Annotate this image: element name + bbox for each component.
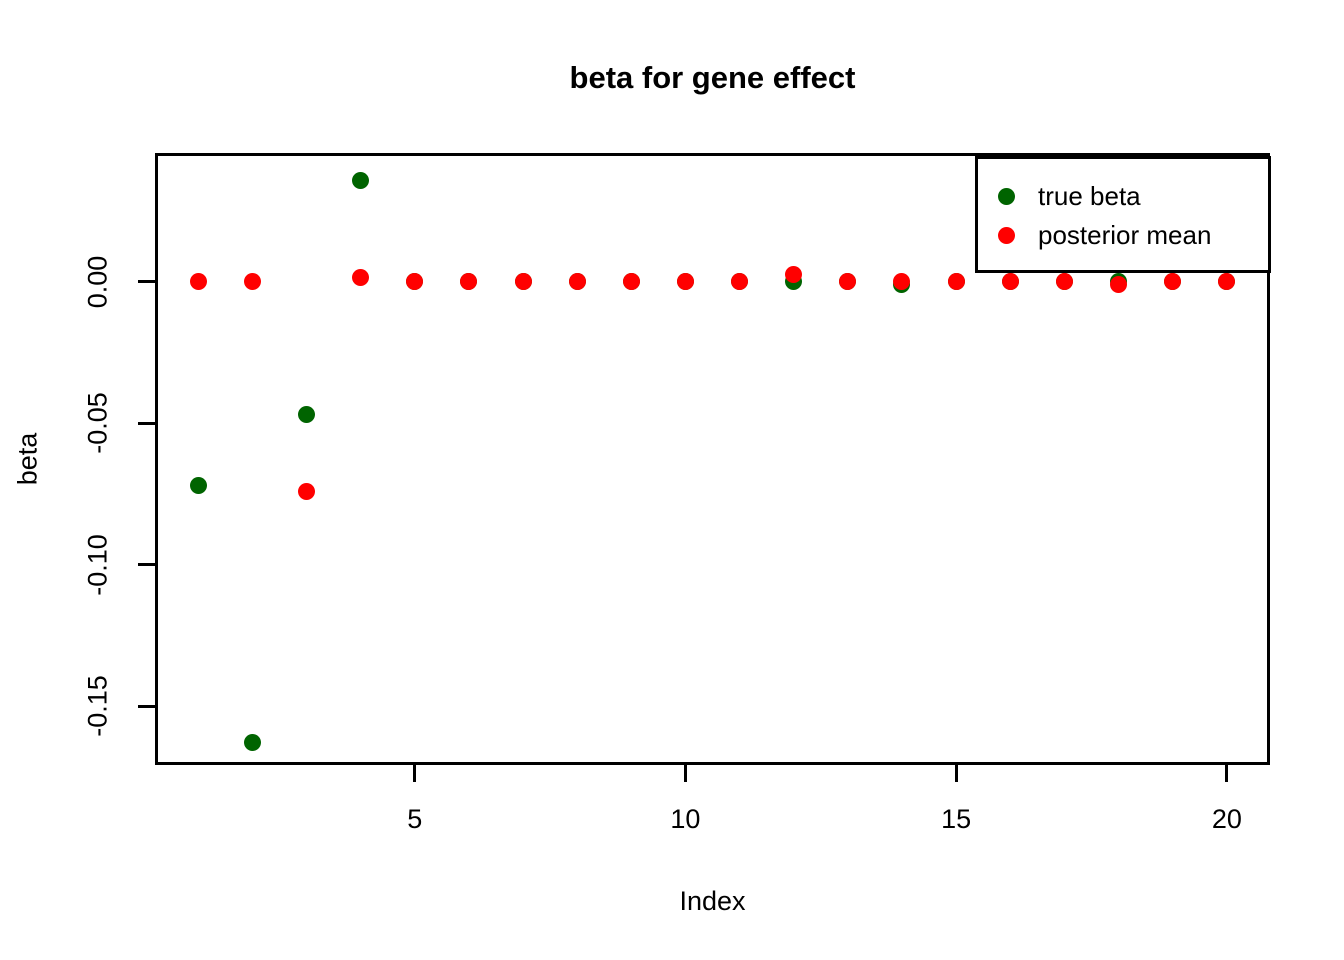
plot-title: beta for gene effect <box>569 60 856 95</box>
x-axis-tick <box>1225 762 1229 782</box>
legend-label-posterior-mean: posterior mean <box>1038 219 1212 250</box>
data-point-posterior-mean-20 <box>1218 273 1236 291</box>
data-point-posterior-mean-3 <box>297 482 315 500</box>
legend-swatch-posterior-mean-icon <box>998 226 1015 244</box>
y-axis-label: beta <box>12 432 43 486</box>
legend: true beta posterior mean <box>975 156 1271 273</box>
legend-item-posterior-mean: posterior mean <box>978 218 1211 252</box>
data-point-posterior-mean-14 <box>893 273 911 291</box>
x-axis-tick-label: 15 <box>941 804 972 834</box>
y-axis-tick <box>138 280 157 284</box>
y-axis-tick <box>138 563 157 567</box>
x-axis-tick <box>954 762 958 782</box>
x-axis-label: Index <box>679 886 746 916</box>
data-point-posterior-mean-11 <box>731 273 749 291</box>
x-axis-tick <box>683 762 687 782</box>
legend-label-true-beta: true beta <box>1038 180 1141 211</box>
data-point-posterior-mean-1 <box>189 273 207 291</box>
data-point-posterior-mean-8 <box>568 273 586 291</box>
data-point-posterior-mean-17 <box>1055 273 1073 291</box>
data-point-posterior-mean-5 <box>406 273 424 291</box>
data-point-posterior-mean-10 <box>676 273 694 291</box>
data-point-posterior-mean-2 <box>243 273 261 291</box>
data-point-posterior-mean-4 <box>352 269 370 287</box>
data-point-posterior-mean-7 <box>514 273 532 291</box>
plot-border-box <box>155 153 1270 765</box>
data-point-true-beta-4 <box>352 171 370 189</box>
y-axis-tick-label: -0.10 <box>82 533 113 596</box>
x-axis-tick <box>413 762 417 782</box>
x-axis-tick-label: 5 <box>407 804 423 834</box>
data-point-true-beta-3 <box>297 406 315 424</box>
data-point-posterior-mean-9 <box>622 273 640 291</box>
y-axis-tick-label: -0.05 <box>82 392 113 455</box>
legend-item-true-beta: true beta <box>978 179 1141 213</box>
y-axis-tick-label: -0.15 <box>82 675 113 737</box>
data-point-posterior-mean-19 <box>1164 273 1182 291</box>
y-axis-tick-label: 0.00 <box>82 255 113 309</box>
data-point-posterior-mean-6 <box>460 273 478 291</box>
x-axis-tick-label: 10 <box>670 804 701 834</box>
data-point-posterior-mean-16 <box>1001 273 1019 291</box>
data-point-posterior-mean-15 <box>947 273 965 291</box>
y-axis-tick <box>138 421 157 425</box>
y-axis-tick <box>138 704 157 708</box>
legend-swatch-true-beta-icon <box>998 187 1015 205</box>
data-point-true-beta-2 <box>243 734 261 752</box>
data-point-posterior-mean-12 <box>785 266 803 284</box>
data-point-true-beta-1 <box>189 476 207 494</box>
data-point-posterior-mean-13 <box>839 273 857 291</box>
x-axis-tick-label: 20 <box>1211 804 1242 834</box>
data-point-posterior-mean-18 <box>1110 276 1128 294</box>
